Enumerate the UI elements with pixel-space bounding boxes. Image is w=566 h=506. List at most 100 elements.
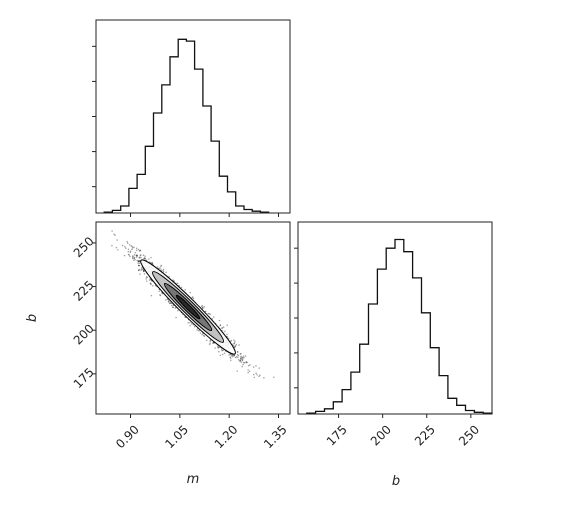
scatter-point [139, 249, 142, 252]
scatter-point [165, 299, 167, 301]
scatter-point [160, 292, 163, 294]
scatter-point [217, 347, 220, 349]
scatter-point [167, 300, 170, 303]
scatter-point [172, 306, 174, 308]
scatter-point [169, 302, 171, 304]
scatter-point [123, 254, 126, 257]
scatter-point [138, 260, 140, 262]
scatter-point [202, 334, 205, 337]
scatter-point [141, 266, 143, 268]
scatter-point [236, 370, 238, 372]
scatter-point [273, 376, 275, 379]
scatter-point [209, 313, 211, 316]
scatter-point [166, 298, 169, 300]
scatter-point [216, 346, 219, 348]
scatter-point [252, 366, 255, 368]
scatter-point [258, 375, 260, 378]
scatter-point [236, 351, 239, 353]
scatter-point [132, 257, 134, 260]
scatter-point [125, 247, 127, 249]
scatter-point [189, 291, 191, 294]
scatter-point [171, 306, 174, 308]
scatter-point [129, 251, 132, 254]
scatter-point [150, 256, 152, 259]
scatter-point [127, 242, 129, 244]
scatter-point [168, 275, 170, 278]
scatter-point [243, 356, 245, 359]
scatter-point [144, 257, 146, 259]
scatter-point [129, 255, 131, 258]
scatter-point [233, 342, 236, 344]
scatter-point [117, 249, 119, 251]
scatter-point [242, 361, 245, 364]
scatter-point [255, 372, 257, 374]
scatter-point [137, 260, 139, 263]
scatter-point [233, 339, 235, 341]
scatter-point [218, 351, 220, 353]
scatter-point [230, 359, 232, 362]
scatter-point [247, 371, 249, 374]
scatter-point [184, 288, 186, 291]
scatter-point [180, 286, 183, 289]
m-histogram-y-ticks [92, 45, 96, 188]
scatter-point [213, 316, 215, 318]
scatter-point [218, 319, 221, 322]
scatter-point [237, 359, 240, 361]
scatter-point [137, 260, 140, 263]
scatter-point [226, 336, 229, 338]
scatter-point [141, 268, 144, 270]
scatter-point [240, 353, 242, 355]
scatter-point [111, 244, 113, 247]
scatter-point [218, 346, 221, 349]
scatter-point [229, 357, 232, 359]
scatter-point [234, 345, 236, 348]
scatter-point [152, 285, 154, 287]
scatter-point [131, 247, 134, 249]
scatter-point [138, 268, 141, 271]
b-axis-label-bottom: b [392, 474, 400, 489]
scatter-point [239, 360, 241, 362]
scatter-point [174, 307, 177, 309]
scatter-point [234, 340, 236, 343]
scatter-point [229, 356, 231, 359]
scatter-point [165, 271, 167, 273]
scatter-point [248, 370, 251, 372]
scatter-point [135, 254, 138, 257]
scatter-point [131, 256, 134, 259]
scatter-point [140, 268, 143, 270]
scatter-point [244, 355, 247, 357]
scatter-point [239, 353, 242, 355]
scatter-point [255, 365, 257, 367]
scatter-point [138, 250, 141, 252]
scatter-point [199, 332, 202, 334]
scatter-point [133, 246, 135, 248]
scatter-point [133, 259, 135, 262]
scatter-point [135, 247, 138, 250]
scatter-point [241, 356, 243, 358]
scatter-point [142, 270, 145, 273]
scatter-point [226, 333, 228, 335]
scatter-point [241, 359, 244, 362]
scatter-point [138, 260, 140, 262]
scatter-point [230, 339, 233, 342]
scatter-point [150, 283, 152, 286]
scatter-point [242, 358, 244, 360]
scatter-point [233, 354, 236, 357]
scatter-point [138, 257, 140, 259]
scatter-point [245, 360, 248, 363]
scatter-point [133, 254, 136, 256]
scatter-point [221, 327, 224, 329]
scatter-point [170, 302, 172, 305]
scatter-point [212, 342, 214, 345]
scatter-point [142, 254, 145, 257]
scatter-point [150, 282, 152, 285]
scatter-point [140, 257, 142, 259]
scatter-point [208, 312, 211, 315]
scatter-point [148, 258, 150, 260]
scatter-point [206, 339, 208, 342]
scatter-point [219, 354, 222, 357]
scatter-point [137, 248, 140, 251]
scatter-point [143, 270, 145, 272]
scatter-point [236, 353, 239, 356]
